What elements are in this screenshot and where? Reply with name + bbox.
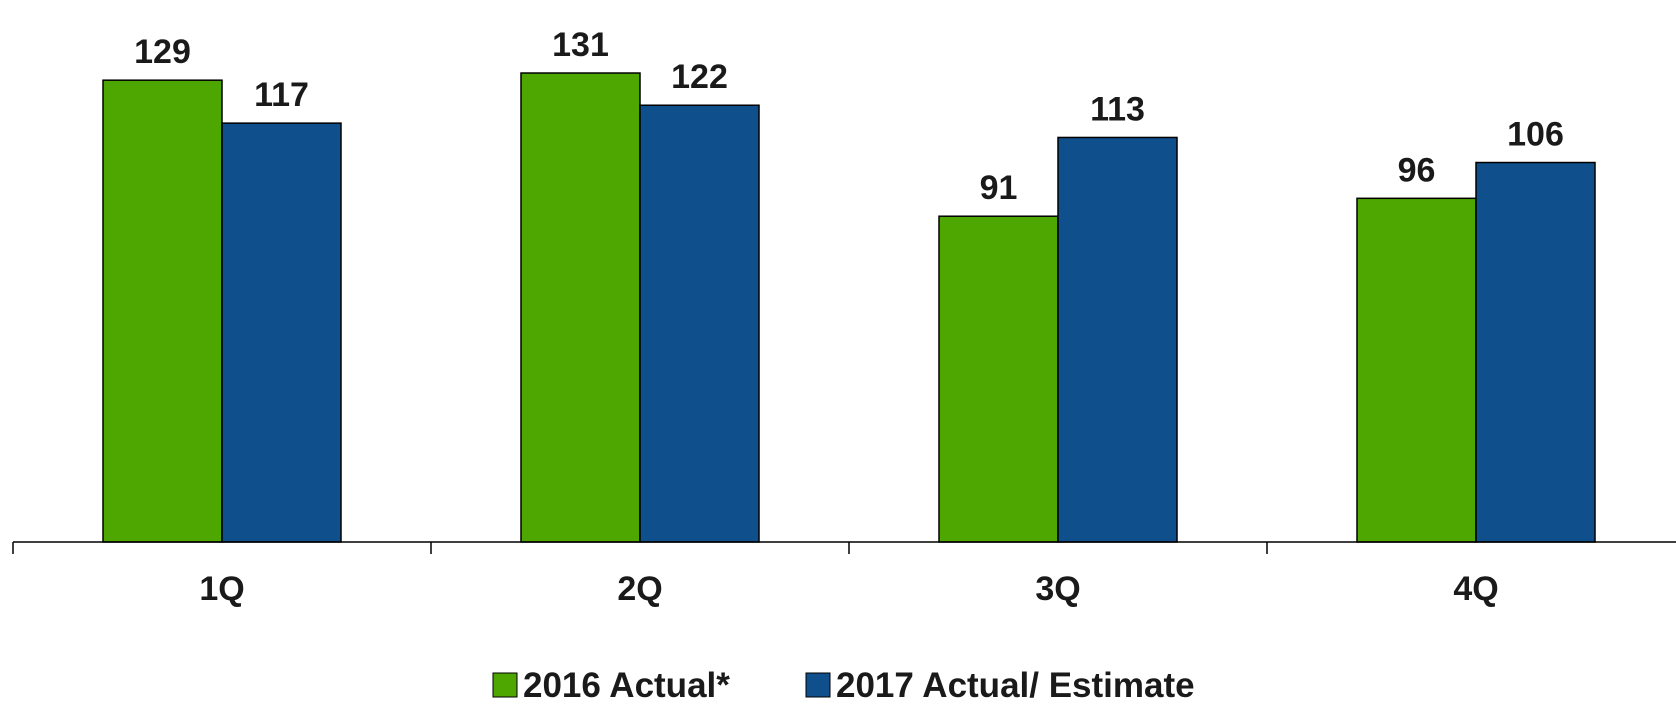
legend-label: 2016 Actual* [523,666,730,702]
data-label-3Q-series-1: 91 [980,169,1018,207]
bar-4Q-series-2 [1475,161,1596,543]
data-label-2Q-series-2: 122 [671,58,728,96]
legend-swatch [492,672,518,698]
x-tick-label-2Q: 2Q [617,570,662,608]
data-label-4Q-series-2: 106 [1507,116,1564,154]
x-tick-label-3Q: 3Q [1035,570,1080,608]
bar-3Q-series-1 [938,215,1059,543]
data-label-3Q-series-2: 113 [1090,90,1145,128]
bars-layer [102,72,1596,543]
x-tick-label-4Q: 4Q [1453,570,1498,608]
bar-4Q-series-1 [1356,197,1477,543]
data-label-4Q-series-1: 96 [1398,151,1436,189]
legend-item-series-2: 2017 Actual/ Estimate [805,666,1195,705]
legend-swatch [805,672,831,698]
data-label-2Q-series-1: 131 [552,26,609,64]
bar-1Q-series-1 [102,79,223,543]
x-tick-label-1Q: 1Q [199,570,244,608]
data-labels-layer: 129 117 131 122 91 113 96 106 [134,26,1564,207]
legend-label: 2017 Actual/ Estimate [836,666,1195,702]
bar-3Q-series-2 [1057,136,1178,543]
legend-item-series-1: 2016 Actual* [492,666,730,705]
data-label-1Q-series-1: 129 [134,33,191,71]
legend: 2016 Actual* 2017 Actual/ Estimate [492,666,1195,705]
bar-1Q-series-2 [221,122,342,543]
data-label-1Q-series-2: 117 [254,76,309,114]
bar-2Q-series-2 [639,104,760,543]
x-axis: 1Q 2Q 3Q 4Q [12,541,1676,608]
bar-2Q-series-1 [520,72,641,543]
